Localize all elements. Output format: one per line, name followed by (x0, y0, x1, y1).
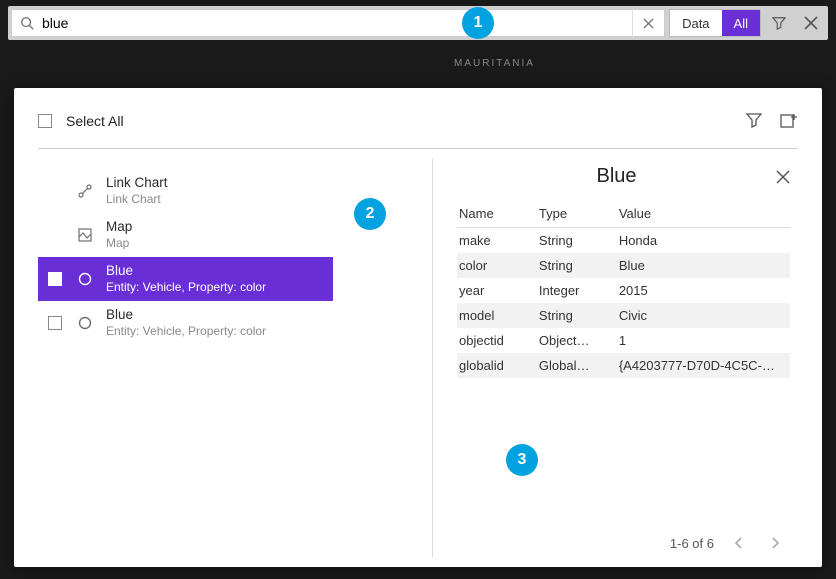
pager-next-button[interactable] (764, 533, 786, 553)
map-label: MAURITANIA (454, 58, 535, 69)
col-type-header: Type (537, 200, 617, 228)
result-subtitle: Entity: Vehicle, Property: color (106, 324, 266, 339)
result-title: Map (106, 219, 132, 236)
col-name-header: Name (457, 200, 537, 228)
search-icon (12, 16, 42, 30)
select-all-row: Select All (38, 106, 798, 136)
split-pane: Link Chart Link Chart Map Map (38, 159, 798, 557)
detail-pane: Blue Name Type Value make String Honda (433, 159, 798, 557)
entity-icon (74, 316, 96, 330)
table-row[interactable]: color String Blue (457, 253, 790, 278)
result-title: Link Chart (106, 175, 168, 192)
result-subtitle: Map (106, 236, 132, 251)
callout-badge-2: 2 (354, 198, 386, 230)
table-row[interactable]: year Integer 2015 (457, 278, 790, 303)
scope-all-button[interactable]: All (722, 10, 760, 36)
result-title: Blue (106, 263, 266, 280)
select-all-label: Select All (66, 113, 124, 129)
callout-badge-3: 3 (506, 444, 538, 476)
header-divider (38, 148, 798, 149)
entity-icon (74, 272, 96, 286)
properties-table: Name Type Value make String Honda color … (457, 200, 790, 378)
search-bar: Data All (8, 6, 828, 40)
search-input-container (11, 9, 665, 37)
map-icon (74, 227, 96, 243)
close-search-button[interactable] (797, 9, 825, 37)
table-row[interactable]: model String Civic (457, 303, 790, 328)
result-entity-selected[interactable]: Blue Entity: Vehicle, Property: color (38, 257, 333, 301)
result-subtitle: Link Chart (106, 192, 168, 207)
close-detail-button[interactable] (776, 170, 790, 184)
select-all-checkbox[interactable] (38, 114, 52, 128)
row-checkbox[interactable] (48, 316, 62, 330)
result-subtitle: Entity: Vehicle, Property: color (106, 280, 266, 295)
table-row[interactable]: objectid Object… 1 (457, 328, 790, 353)
results-panel: Select All Link Chart Link Chart (14, 88, 822, 567)
panel-filter-icon[interactable] (746, 112, 762, 130)
link-chart-icon (74, 183, 96, 199)
pager-prev-button[interactable] (728, 533, 750, 553)
scope-data-button[interactable]: Data (670, 10, 721, 36)
table-row[interactable]: globalid Global… {A4203777-D70D-4C5C-9A6… (457, 353, 790, 378)
result-title: Blue (106, 307, 266, 324)
pager-range: 1-6 of 6 (670, 536, 714, 551)
search-input[interactable] (42, 10, 632, 36)
table-row[interactable]: make String Honda (457, 228, 790, 254)
scope-toggle: Data All (669, 9, 761, 37)
row-checkbox[interactable] (48, 272, 62, 286)
callout-badge-1: 1 (462, 7, 494, 39)
add-to-icon[interactable] (780, 112, 798, 130)
filter-icon[interactable] (765, 9, 793, 37)
result-entity[interactable]: Blue Entity: Vehicle, Property: color (38, 301, 432, 345)
detail-title: Blue (596, 165, 636, 187)
col-value-header: Value (617, 200, 790, 228)
pager: 1-6 of 6 (457, 523, 790, 557)
clear-search-button[interactable] (632, 9, 664, 37)
